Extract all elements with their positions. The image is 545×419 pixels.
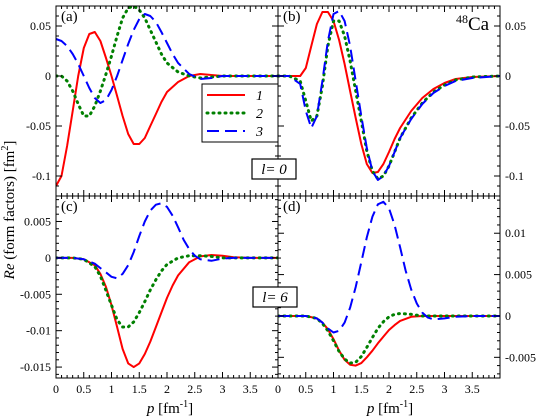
x-axis-title-left-p: p xyxy=(146,401,155,417)
panel-c-series-1 xyxy=(56,254,278,369)
panel-b-y-tick-label: -0.1 xyxy=(505,169,524,183)
panel-d-x-tick-label: 3 xyxy=(442,382,448,396)
panel-c-series xyxy=(56,202,278,369)
x-axis-title-left-sup: -1 xyxy=(180,399,188,410)
panel-a-y-tick-label: 0 xyxy=(45,69,51,83)
panel-c-x-tick-label: 2.5 xyxy=(187,382,202,396)
x-axis-title-left-close: ] xyxy=(188,401,193,417)
panel-d-y-tick-label: 0 xyxy=(505,309,511,323)
panel-c: 0 0.5 1 1.5 2 2.5 3 3.5 -0.015 -0.01 -0.005 0 0.005 (… xyxy=(20,195,279,396)
panel-b-series-1 xyxy=(278,11,500,174)
panel-c-frame xyxy=(55,195,279,379)
panel-d-y-tick-label: -0.005 xyxy=(505,350,536,364)
l0-text: l= 0 xyxy=(261,162,287,178)
l0-box xyxy=(251,158,297,180)
panel-c-x-tick-label: 1.5 xyxy=(132,382,147,396)
panel-d-x-tick-label: 0.5 xyxy=(298,382,313,396)
panel-d-label: (d) xyxy=(283,199,301,215)
panel-a-series xyxy=(56,6,278,187)
legend-label-3: 3 xyxy=(255,125,263,140)
panel-c-x-tick-label: 0.5 xyxy=(76,382,91,396)
panel-d-x-tick-label: 2 xyxy=(386,382,392,396)
y-axis-title-re: Re xyxy=(2,263,18,280)
panel-c-y-tick-label: -0.015 xyxy=(20,360,51,374)
x-axis-title-right: p [fm-1] xyxy=(366,399,413,417)
panel-d-series-2 xyxy=(278,312,500,365)
panel-c-y-tick-label: 0.005 xyxy=(24,214,51,228)
panel-c-x-tick-label: 3 xyxy=(220,382,226,396)
panel-c-x-tick-label: 3.5 xyxy=(243,382,258,396)
panel-b-series xyxy=(278,10,500,181)
l6-text: l= 6 xyxy=(262,290,288,306)
panel-c-y-tick-label: 0 xyxy=(45,251,51,265)
nucleus-label: 48Ca xyxy=(456,12,490,35)
panel-a-series-2 xyxy=(56,6,278,118)
panel-d-x-tick-label: 3.5 xyxy=(465,382,480,396)
panel-a-label: (a) xyxy=(61,9,78,25)
x-axis-title-right-unit: [fm xyxy=(374,401,400,417)
panel-c-y-tick-label: -0.01 xyxy=(26,324,51,338)
x-axis-title-right-sup: -1 xyxy=(400,399,408,410)
panel-d-y-tick-label: 0.005 xyxy=(505,268,532,282)
legend: 1 2 3 xyxy=(201,83,279,143)
y-axis-title-rest: (form factors) [fm xyxy=(2,150,18,263)
panel-c-series-2 xyxy=(56,254,278,329)
y-axis-title: Re (form factors) [fm2] xyxy=(0,141,18,281)
nucleus-symbol: Ca xyxy=(468,14,490,35)
panel-c-x-tick-label: 2 xyxy=(164,382,170,396)
panel-b-series-3 xyxy=(278,10,500,181)
panel-d-y-tick-label: 0.01 xyxy=(505,226,526,240)
panel-b-label: (b) xyxy=(283,9,301,25)
panel-d-series-1 xyxy=(278,315,500,367)
x-axis-title-left: p [fm-1] xyxy=(146,399,193,417)
y-axis-title-close: ] xyxy=(2,141,18,146)
panel-b-y-tick-label: 0.05 xyxy=(505,19,526,33)
l0-label-box: l= 0 xyxy=(251,158,297,180)
panel-d-x-tick-label: 0 xyxy=(275,382,281,396)
panel-b-y-tick-label: -0.05 xyxy=(505,119,530,133)
panel-d-series xyxy=(278,200,500,367)
legend-label-1: 1 xyxy=(256,89,263,104)
panel-b-y-tick-label: 0 xyxy=(505,69,511,83)
panel-a-series-1 xyxy=(56,31,278,187)
panel-d-frame xyxy=(277,195,501,379)
x-axis-title-left-unit: [fm xyxy=(154,401,180,417)
l6-label-box: l= 6 xyxy=(252,286,298,308)
panel-d-x-tick-label: 2.5 xyxy=(409,382,424,396)
panel-a-series-3 xyxy=(56,13,278,104)
y-axis-title-sup: 2 xyxy=(0,146,11,151)
panel-d-x-tick-label: 1 xyxy=(331,382,337,396)
legend-label-2: 2 xyxy=(256,107,263,122)
panel-a-y-tick-label: 0.05 xyxy=(30,19,51,33)
panel-a-y-tick-label: -0.1 xyxy=(32,169,51,183)
x-axis-title-right-p: p xyxy=(366,401,375,417)
panel-d-series-3 xyxy=(278,200,500,334)
panel-a: -0.1 -0.05 0 0.05 (a) xyxy=(26,5,279,197)
nucleus-mass: 48 xyxy=(456,12,468,26)
panel-d-x-tick-label: 1.5 xyxy=(354,382,369,396)
panel-b: -0.1 -0.05 0 0.05 (b) xyxy=(277,5,530,197)
panel-c-label: (c) xyxy=(61,199,78,215)
panel-d: 0 0.5 1 1.5 2 2.5 3 3.5 -0.005 0 0.005 0.01 (d) xyxy=(275,195,536,396)
panel-a-y-tick-label: -0.05 xyxy=(26,119,51,133)
panel-c-x-tick-label: 1 xyxy=(109,382,115,396)
l6-box xyxy=(252,286,298,308)
panel-c-x-tick-label: 0 xyxy=(53,382,59,396)
x-axis-title-right-close: ] xyxy=(408,401,413,417)
panel-c-series-3 xyxy=(56,202,278,280)
panel-c-y-tick-label: -0.005 xyxy=(20,287,51,301)
